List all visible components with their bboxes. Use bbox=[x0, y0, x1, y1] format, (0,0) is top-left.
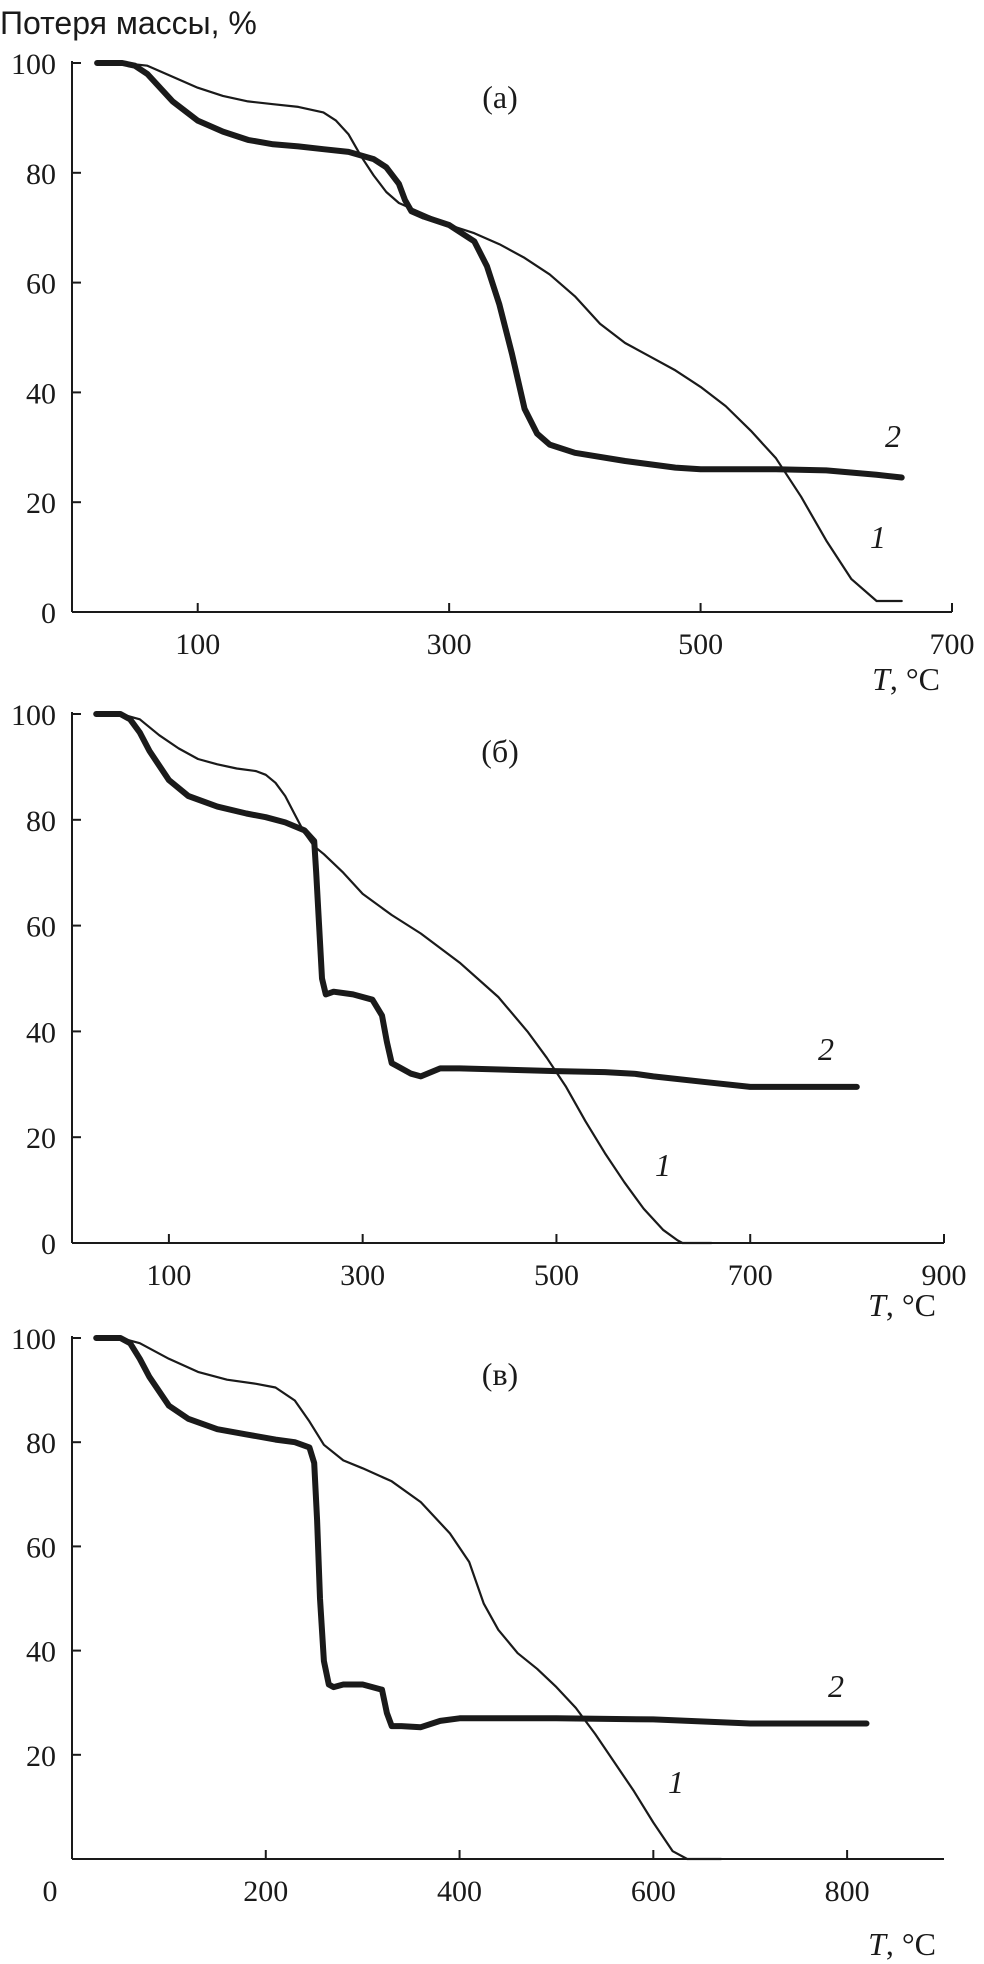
panel-2-y-tick-label: 100 bbox=[11, 699, 56, 732]
panel-2-y-tick-label: 80 bbox=[26, 805, 56, 838]
panel-2-y-tick-label: 0 bbox=[41, 1228, 56, 1261]
panel-1-y-tick-label: 80 bbox=[26, 158, 56, 191]
panel-2-series-2-line bbox=[93, 711, 860, 1090]
panel-1-x-tick-label: 300 bbox=[427, 628, 472, 661]
panel-1-x-tick-label: 500 bbox=[678, 628, 723, 661]
panel-3-x-tick-label: 0 bbox=[43, 1875, 58, 1908]
panel-3-x-tick-label: 400 bbox=[437, 1875, 482, 1908]
panel-2-x-tick-label: 300 bbox=[340, 1259, 385, 1292]
panel-1-series-1-line bbox=[95, 61, 903, 603]
panel-3-y-tick-label: 80 bbox=[26, 1427, 56, 1460]
panel-3-y-tick-label: 40 bbox=[26, 1636, 56, 1669]
panel-1-y-tick-label: 40 bbox=[26, 377, 56, 410]
panel-2-series-2-label: 2 bbox=[818, 1031, 834, 1067]
panel-1-y-tick-label: 0 bbox=[41, 597, 56, 630]
panel-2-x-axis-title: T, °C bbox=[868, 1287, 936, 1323]
panel-1-series-1-label: 1 bbox=[870, 519, 886, 555]
panel-1-y-tick-label: 60 bbox=[26, 268, 56, 301]
panel-1-label: (а) bbox=[482, 79, 518, 115]
panel-3-series-1-label: 1 bbox=[668, 1764, 684, 1800]
panel-3-x-axis-title: T, °C bbox=[868, 1926, 936, 1962]
panel-2-x-tick-label: 100 bbox=[146, 1259, 191, 1292]
y-axis-title: Потеря массы, % bbox=[0, 5, 257, 41]
panel-3-label: (в) bbox=[482, 1356, 518, 1392]
panel-2-y-tick-label: 20 bbox=[26, 1122, 56, 1155]
panel-2-x-tick-label: 500 bbox=[534, 1259, 579, 1292]
panel-3-x-tick-label: 600 bbox=[631, 1875, 676, 1908]
panel-1-y-tick-label: 100 bbox=[11, 48, 56, 81]
panel-2-y-tick-label: 40 bbox=[26, 1016, 56, 1049]
panel-2-series-1-line bbox=[95, 712, 713, 1245]
panel-1-x-axis-title: T, °C bbox=[872, 661, 940, 697]
panel-1-series-2-label: 2 bbox=[885, 418, 901, 454]
panel-2-x-tick-label: 900 bbox=[922, 1259, 967, 1292]
panel-2-x-tick-label: 700 bbox=[728, 1259, 773, 1292]
panel-3-x-tick-label: 800 bbox=[825, 1875, 870, 1908]
panel-1-series-2-line bbox=[94, 60, 905, 481]
panel-3-series-2-label: 2 bbox=[828, 1668, 844, 1704]
panel-1-x-tick-label: 700 bbox=[930, 628, 975, 661]
panel-1-x-tick-label: 100 bbox=[175, 628, 220, 661]
panel-2-y-tick-label: 60 bbox=[26, 911, 56, 944]
panel-3-series-1-line bbox=[95, 1336, 723, 1861]
panel-3-y-tick-label: 100 bbox=[11, 1323, 56, 1356]
panel-3-x-tick-label: 200 bbox=[243, 1875, 288, 1908]
panel-3-y-tick-label: 60 bbox=[26, 1531, 56, 1564]
panel-3-y-tick-label: 20 bbox=[26, 1740, 56, 1773]
panel-2-label: (б) bbox=[481, 733, 519, 769]
panel-1-y-tick-label: 20 bbox=[26, 487, 56, 520]
panel-3-series-2-line bbox=[93, 1335, 870, 1731]
panel-2-series-1-label: 1 bbox=[655, 1147, 671, 1183]
